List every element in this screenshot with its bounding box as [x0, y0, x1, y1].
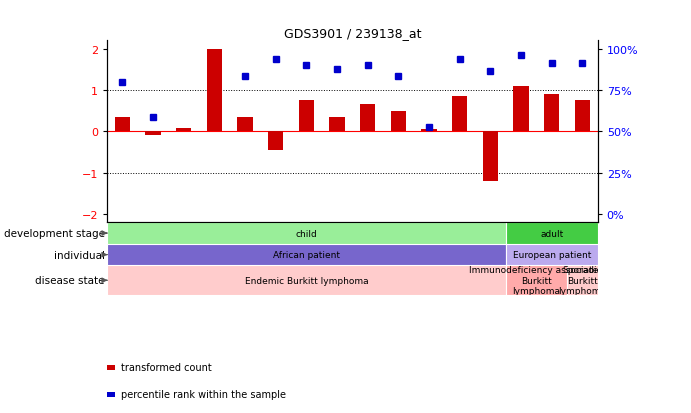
- Bar: [506, 244, 598, 266]
- Bar: [506, 223, 598, 244]
- Bar: [268, 132, 283, 151]
- Bar: [506, 266, 567, 295]
- Bar: [452, 97, 467, 132]
- Bar: [544, 95, 560, 132]
- Text: child: child: [296, 229, 317, 238]
- Title: GDS3901 / 239138_at: GDS3901 / 239138_at: [284, 27, 421, 40]
- Bar: [330, 118, 345, 132]
- Bar: [107, 244, 506, 266]
- Bar: [567, 266, 598, 295]
- Bar: [176, 129, 191, 132]
- Bar: [513, 87, 529, 132]
- Text: Immunodeficiency associated
Burkitt
lymphoma: Immunodeficiency associated Burkitt lymp…: [469, 266, 604, 295]
- Text: Sporadic
Burkitt
lymphoma: Sporadic Burkitt lymphoma: [558, 266, 607, 295]
- Text: transformed count: transformed count: [121, 363, 211, 373]
- Bar: [575, 101, 590, 132]
- Text: European patient: European patient: [513, 251, 591, 259]
- Bar: [145, 132, 161, 135]
- Text: percentile rank within the sample: percentile rank within the sample: [121, 389, 285, 399]
- Bar: [107, 266, 506, 295]
- Bar: [107, 223, 506, 244]
- Bar: [299, 101, 314, 132]
- Bar: [207, 50, 222, 132]
- Text: individual: individual: [54, 250, 104, 260]
- Bar: [360, 105, 375, 132]
- Text: African patient: African patient: [273, 251, 340, 259]
- Bar: [390, 112, 406, 132]
- Text: disease state: disease state: [35, 275, 104, 285]
- Text: adult: adult: [540, 229, 563, 238]
- Bar: [238, 118, 253, 132]
- Bar: [422, 130, 437, 132]
- Text: Endemic Burkitt lymphoma: Endemic Burkitt lymphoma: [245, 276, 368, 285]
- Bar: [483, 132, 498, 181]
- Bar: [115, 118, 130, 132]
- Text: development stage: development stage: [3, 228, 104, 238]
